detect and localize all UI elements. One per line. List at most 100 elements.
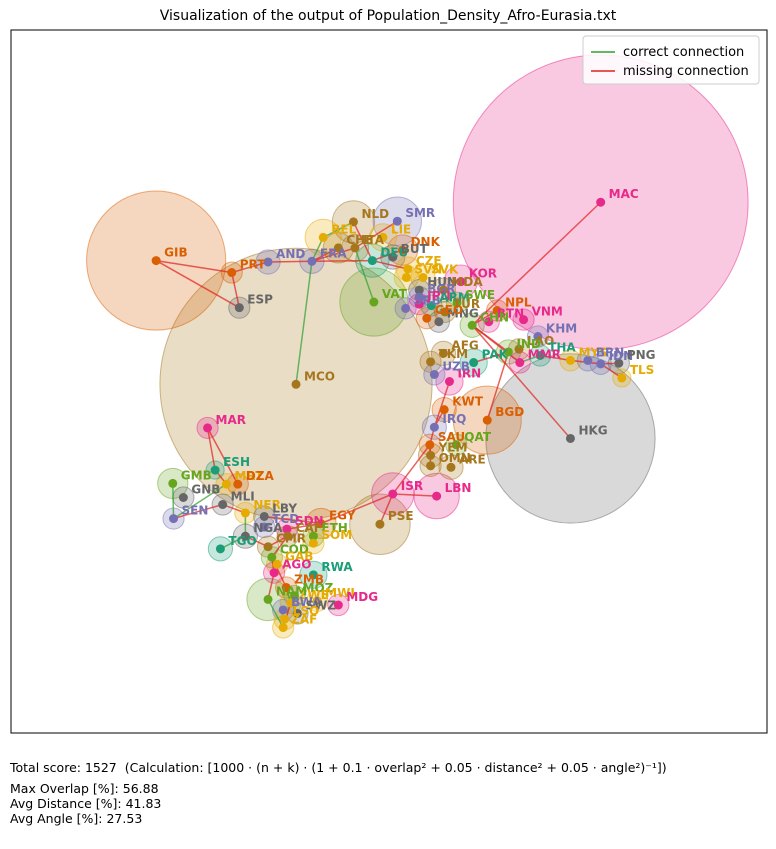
- connection-isr-pse: [379, 493, 394, 525]
- point-egy: [316, 519, 326, 529]
- point-jpn: [414, 299, 424, 309]
- axes-frame: [10, 29, 768, 734]
- point-pak: [469, 358, 479, 368]
- label-nga: NGA: [253, 521, 283, 535]
- avg-angle: Avg Angle [%]: 27.53: [10, 811, 143, 826]
- connection-prt-esp: [231, 272, 241, 308]
- label-prt: PRT: [240, 258, 266, 272]
- label-zmb: ZMB: [294, 572, 324, 586]
- label-tha: THA: [548, 340, 576, 354]
- point-mda: [438, 285, 448, 295]
- label-esh: ESH: [223, 455, 250, 469]
- connection-mac-chn: [471, 201, 602, 326]
- label-zwe: ZWE: [299, 588, 329, 602]
- point-nam: [263, 594, 273, 604]
- label-cod: COD: [280, 542, 309, 556]
- point-npl: [492, 305, 502, 315]
- point-tha: [535, 350, 545, 360]
- point-mdg: [333, 600, 343, 610]
- label-khm: KHM: [546, 322, 577, 336]
- connection-tgo-nga: [220, 535, 246, 550]
- label-nld: NLD: [361, 207, 389, 221]
- label-sen: SEN: [182, 504, 209, 518]
- connection-fra-deu: [311, 259, 373, 263]
- label-swe: SWE: [465, 288, 495, 302]
- label-hkg: HKG: [578, 423, 607, 437]
- total-score: Total score: 1527: [10, 760, 117, 775]
- point-esh: [210, 465, 220, 475]
- label-rwa: RWA: [321, 560, 353, 574]
- connection-egy-sdn: [286, 522, 322, 530]
- label-ita: ITA: [363, 233, 385, 247]
- point-cze: [403, 264, 413, 274]
- connection-sau-isr: [392, 444, 431, 495]
- label-deu: DEU: [380, 246, 408, 260]
- connection-sen-mli: [173, 503, 223, 520]
- label-vat: VAT: [382, 287, 408, 301]
- label-smr: SMR: [405, 206, 435, 220]
- legend: correct connection missing connection: [582, 35, 760, 85]
- point-tcd: [259, 522, 269, 532]
- point-gnb: [178, 492, 188, 502]
- label-afg: AFG: [451, 338, 478, 352]
- point-tgo: [215, 544, 225, 554]
- label-lao: LAO: [527, 334, 554, 348]
- label-cmr: CMR: [276, 532, 306, 546]
- label-egy: EGY: [329, 509, 356, 523]
- score-formula: (Calculation: [1000 · (n + k) · (1 + 0.1…: [124, 760, 667, 775]
- point-mac: [596, 197, 606, 207]
- point-idn: [596, 359, 606, 369]
- label-bel: BEL: [331, 222, 356, 236]
- label-npl: NPL: [505, 295, 532, 309]
- point-che: [333, 243, 343, 253]
- connection-mar-dza: [206, 427, 239, 485]
- point-eth: [308, 531, 318, 541]
- connection-mrt-sen: [173, 483, 227, 520]
- label-mdg: MDG: [346, 590, 378, 604]
- point-swe: [452, 298, 462, 308]
- point-som: [308, 538, 318, 548]
- point-tur: [440, 307, 450, 317]
- point-kor: [456, 277, 466, 287]
- label-gnb: GNB: [191, 482, 220, 496]
- point-btn: [484, 317, 494, 327]
- point-dza: [233, 479, 243, 489]
- label-lby: LBY: [272, 501, 297, 515]
- label-cze: CZE: [416, 254, 442, 268]
- connection-egy-lby: [264, 515, 322, 525]
- point-esp: [234, 303, 244, 313]
- connection-fra-mco: [295, 261, 313, 385]
- label-gmb: GMB: [181, 468, 212, 482]
- point-svn: [401, 272, 411, 282]
- label-and: AND: [276, 247, 305, 261]
- point-rwa: [308, 570, 318, 580]
- point-kwt: [439, 405, 449, 415]
- label-mda: MDA: [451, 275, 483, 289]
- connection-nld-deu: [352, 221, 374, 261]
- point-mmr: [515, 358, 525, 368]
- connection-ind-pak: [473, 351, 509, 364]
- point-mar: [203, 423, 213, 433]
- point-are: [446, 462, 456, 472]
- connection-zaf-nam: [267, 599, 284, 628]
- point-dnk: [398, 245, 408, 255]
- connection-fra-che: [311, 247, 339, 262]
- point-lbn: [432, 491, 442, 501]
- connection-and-fra: [268, 260, 312, 263]
- point-qat: [451, 440, 461, 450]
- point-mng: [434, 317, 444, 327]
- point-mli: [218, 500, 228, 510]
- point-vat: [369, 297, 379, 307]
- avg-distance: Avg Distance [%]: 41.83: [10, 796, 162, 811]
- point-lie: [378, 232, 388, 242]
- point-afg: [438, 348, 448, 358]
- label-vnm: VNM: [532, 305, 563, 319]
- point-tls: [617, 373, 627, 383]
- point-lao: [514, 344, 524, 354]
- label-chn: CHN: [480, 310, 509, 324]
- legend-box: [582, 35, 760, 85]
- point-khm: [533, 332, 543, 342]
- point-bwa: [278, 605, 288, 615]
- point-sdn: [282, 524, 292, 534]
- point-png: [614, 358, 624, 368]
